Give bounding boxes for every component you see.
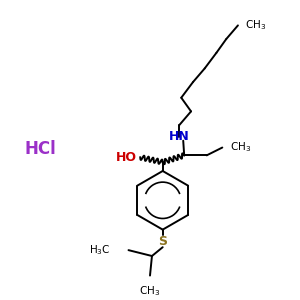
Text: HCl: HCl bbox=[25, 140, 56, 158]
Text: CH$_3$: CH$_3$ bbox=[140, 284, 160, 298]
Text: H$_3$C: H$_3$C bbox=[89, 243, 111, 257]
Text: CH$_3$: CH$_3$ bbox=[245, 19, 266, 32]
Text: S: S bbox=[158, 235, 167, 248]
Text: HO: HO bbox=[116, 151, 137, 164]
Text: HN: HN bbox=[169, 130, 190, 143]
Text: CH$_3$: CH$_3$ bbox=[230, 141, 251, 154]
